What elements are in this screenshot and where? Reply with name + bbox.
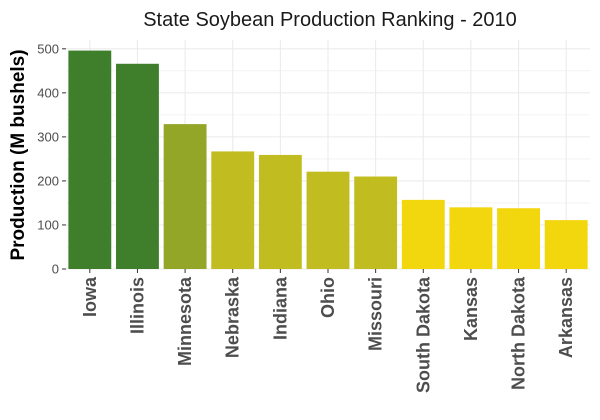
bar (306, 171, 350, 269)
y-tick-label: 500 (37, 41, 59, 56)
bar (497, 208, 540, 269)
x-tick-label: Ohio (318, 277, 338, 318)
x-tick-label: Illinois (127, 277, 147, 334)
y-axis: 0 100 200 300 400 500 (37, 41, 66, 277)
bar (163, 124, 207, 269)
y-tick-label: 0 (52, 262, 59, 277)
x-tick-label: Arkansas (556, 277, 576, 358)
bar (258, 154, 302, 269)
y-tick-label: 400 (37, 85, 59, 100)
bar (449, 207, 493, 269)
x-tick-label: South Dakota (413, 276, 433, 393)
bar (401, 199, 445, 269)
x-tick-label: Nebraska (223, 276, 243, 358)
x-tick-label: North Dakota (509, 276, 529, 390)
x-axis: Iowa Illinois Minnesota Nebraska Indiana Ohio… (80, 269, 576, 393)
x-tick-label: Minnesota (175, 276, 195, 366)
y-axis-label: Production (M bushels) (8, 49, 29, 260)
bar (68, 50, 112, 269)
bar (116, 63, 159, 270)
x-tick-label: Indiana (270, 276, 290, 340)
x-tick-label: Iowa (80, 276, 100, 317)
x-tick-label: Missouri (366, 277, 386, 351)
bars (68, 50, 588, 270)
bar (544, 220, 588, 269)
y-tick-label: 300 (37, 129, 59, 144)
x-tick-label: Kansas (461, 277, 481, 341)
bar (211, 151, 255, 269)
y-tick-label: 200 (37, 173, 59, 188)
y-tick-label: 100 (37, 217, 59, 232)
bar (354, 176, 398, 269)
chart-title: State Soybean Production Ranking - 2010 (143, 9, 517, 31)
